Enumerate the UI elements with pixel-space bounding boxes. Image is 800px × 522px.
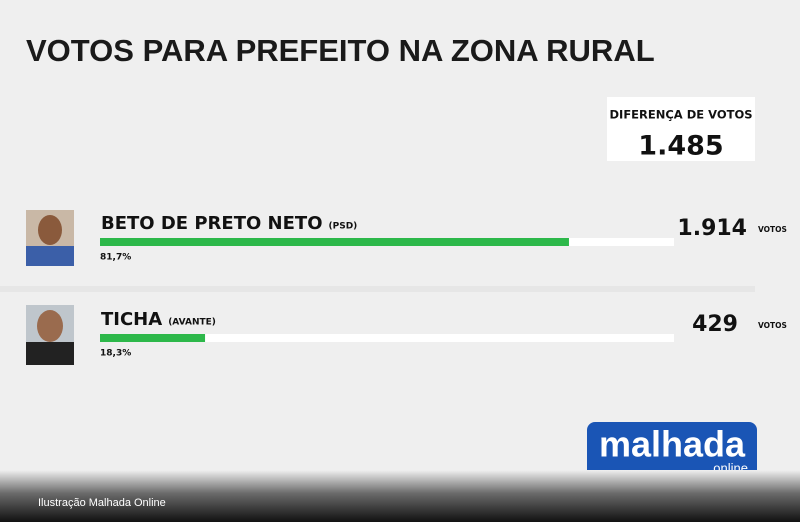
logo-box — [587, 422, 757, 479]
footer — [0, 470, 800, 522]
difference-value: 1.485 — [638, 131, 723, 162]
candidate-name: TICHA — [101, 309, 162, 330]
difference-box — [607, 97, 755, 161]
bar — [100, 334, 206, 342]
party: (AVANTE) — [168, 318, 216, 328]
votes: 1.914 — [677, 216, 747, 241]
value-label: 18,3% — [100, 349, 131, 359]
photo — [26, 210, 74, 266]
row-separator — [0, 286, 755, 292]
candidate-name: BETO DE PRETO NETO — [101, 213, 323, 234]
bar — [100, 238, 569, 246]
credit: Ilustração Malhada Online — [38, 497, 166, 509]
value-label: 81,7% — [100, 253, 131, 263]
logo-text: malhada — [599, 424, 746, 465]
photo — [26, 305, 74, 365]
title: VOTOS PARA PREFEITO NA ZONA RURAL — [26, 33, 655, 68]
difference-label: DIFERENÇA DE VOTOS — [610, 108, 753, 122]
votes: 429 — [692, 312, 738, 337]
votes-unit: VOTOS — [758, 321, 787, 330]
party: (PSD) — [329, 222, 358, 232]
votes-unit: VOTOS — [758, 225, 787, 234]
bar-track — [100, 334, 674, 342]
